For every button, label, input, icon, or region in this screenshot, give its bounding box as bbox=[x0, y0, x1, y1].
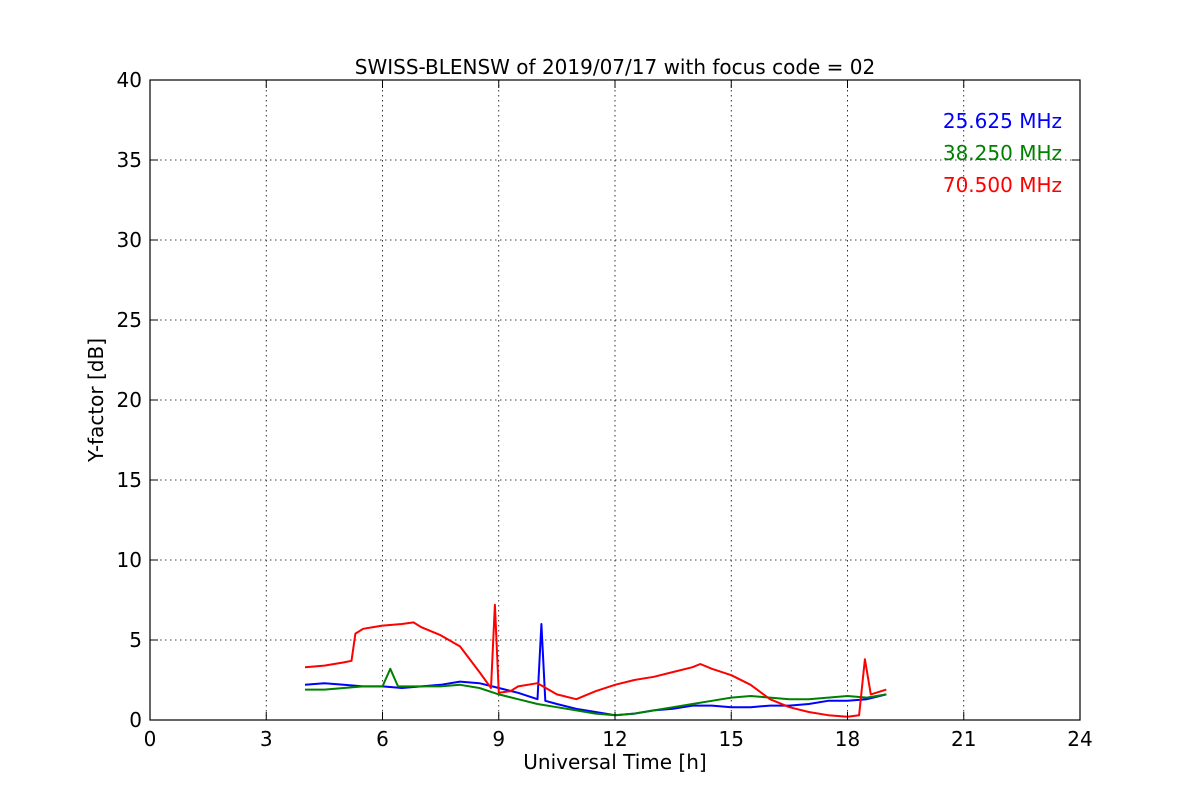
x-tick-label: 3 bbox=[260, 727, 273, 751]
series-lines bbox=[304, 603, 887, 718]
legend-entry-3: 70.500 MHz bbox=[943, 173, 1062, 197]
x-tick-label: 21 bbox=[951, 727, 976, 751]
x-tick-label: 9 bbox=[492, 727, 505, 751]
legend-entry-1: 25.625 MHz bbox=[943, 109, 1062, 133]
y-tick-label: 5 bbox=[129, 628, 142, 652]
x-tick-label: 12 bbox=[602, 727, 627, 751]
y-tick-label: 0 bbox=[129, 708, 142, 732]
series-line-2 bbox=[305, 667, 887, 717]
x-tick-label: 6 bbox=[376, 727, 389, 751]
y-tick-label: 25 bbox=[117, 308, 142, 332]
legend-entry-2: 38.250 MHz bbox=[943, 141, 1062, 165]
grid bbox=[150, 80, 1080, 720]
x-tick-label: 18 bbox=[835, 727, 860, 751]
y-tick-label: 20 bbox=[117, 388, 142, 412]
y-axis-label: Y-factor [dB] bbox=[84, 338, 108, 463]
y-tick-label: 35 bbox=[117, 148, 142, 172]
x-tick-label: 15 bbox=[719, 727, 744, 751]
x-tick-label: 0 bbox=[144, 727, 157, 751]
y-tick-label: 40 bbox=[117, 68, 142, 92]
y-tick-label: 15 bbox=[117, 468, 142, 492]
y-tick-label: 10 bbox=[117, 548, 142, 572]
legend: 25.625 MHz 38.250 MHz 70.500 MHz bbox=[943, 109, 1062, 197]
series-line-3 bbox=[304, 603, 887, 718]
y-tick-label: 30 bbox=[117, 228, 142, 252]
axis-ticks: 0 3 6 9 12 15 18 21 24 0 5 10 15 20 25 30 35 40 bbox=[117, 68, 1093, 751]
x-axis-label: Universal Time [h] bbox=[523, 750, 706, 774]
x-tick-label: 24 bbox=[1067, 727, 1092, 751]
chart-title: SWISS-BLENSW of 2019/07/17 with focus co… bbox=[355, 55, 876, 79]
